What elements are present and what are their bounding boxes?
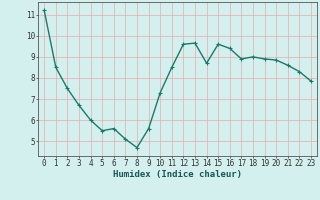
X-axis label: Humidex (Indice chaleur): Humidex (Indice chaleur) <box>113 170 242 179</box>
